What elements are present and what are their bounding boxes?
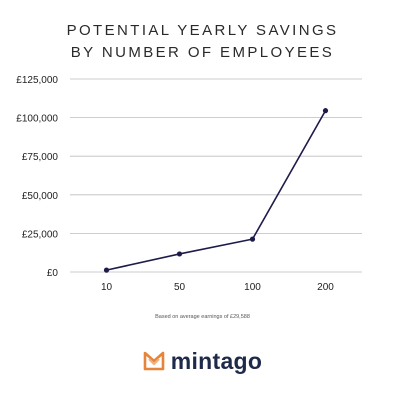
- y-tick-label: £75,000: [22, 152, 59, 163]
- chart-title-line-2: BY NUMBER OF EMPLOYEES: [70, 44, 335, 61]
- y-tick-label: £50,000: [22, 191, 59, 202]
- chart-title: POTENTIAL YEARLY SAVINGS BY NUMBER OF EM…: [0, 20, 405, 64]
- series-line-0: [106, 110, 327, 271]
- data-point: [103, 267, 110, 273]
- y-tick-label: £125,000: [16, 75, 58, 86]
- y-tick-label: £25,000: [22, 229, 59, 240]
- series-lines: [106, 110, 327, 271]
- data-point: [322, 108, 329, 114]
- x-tick-label: 100: [244, 282, 261, 293]
- mintago-logo-icon: [143, 351, 165, 371]
- data-point: [176, 251, 183, 257]
- x-tick-label: 200: [317, 282, 334, 293]
- y-tick-label: £0: [47, 268, 59, 279]
- brand-name: mintago: [170, 347, 263, 374]
- grid-lines: [70, 78, 362, 273]
- x-tick-label: 10: [101, 282, 113, 293]
- x-tick-label: 50: [174, 282, 186, 293]
- brand-logo-block: mintago: [0, 346, 405, 376]
- data-points: [103, 108, 329, 273]
- chart-footnote: Based on average earnings of £29,588: [155, 314, 250, 320]
- data-point: [249, 236, 256, 242]
- chart-title-line-1: POTENTIAL YEARLY SAVINGS: [66, 22, 339, 39]
- y-axis-ticks: £0 £25,000 £50,000 £75,000 £100,000 £125,000: [16, 75, 58, 279]
- x-axis-ticks: 10 50 100 200: [101, 282, 334, 293]
- y-tick-label: £100,000: [16, 114, 58, 125]
